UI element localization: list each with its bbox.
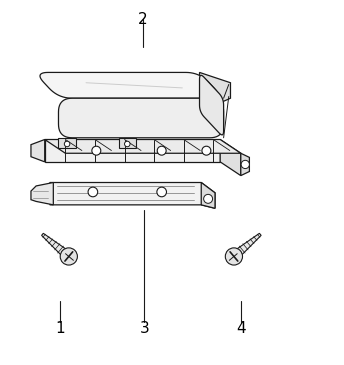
- Text: 4: 4: [236, 321, 246, 336]
- Polygon shape: [119, 138, 136, 148]
- Circle shape: [157, 146, 166, 155]
- Circle shape: [60, 248, 77, 265]
- Circle shape: [125, 141, 130, 147]
- Polygon shape: [42, 233, 72, 260]
- Text: 1: 1: [55, 321, 65, 336]
- Circle shape: [241, 160, 249, 169]
- Circle shape: [157, 187, 166, 197]
- Polygon shape: [201, 182, 215, 208]
- Polygon shape: [31, 182, 53, 205]
- Polygon shape: [241, 153, 249, 176]
- Polygon shape: [58, 98, 224, 138]
- Polygon shape: [200, 75, 224, 135]
- Polygon shape: [231, 233, 261, 260]
- Polygon shape: [40, 72, 218, 98]
- Text: 2: 2: [138, 12, 148, 27]
- Polygon shape: [31, 139, 45, 162]
- Circle shape: [92, 146, 101, 155]
- Circle shape: [88, 187, 98, 197]
- Polygon shape: [50, 182, 215, 208]
- Text: 3: 3: [140, 321, 149, 336]
- Polygon shape: [45, 139, 241, 153]
- Polygon shape: [58, 138, 76, 148]
- Circle shape: [225, 248, 243, 265]
- Circle shape: [202, 146, 211, 155]
- Polygon shape: [200, 72, 230, 112]
- Polygon shape: [220, 139, 241, 176]
- Polygon shape: [45, 139, 220, 162]
- Circle shape: [204, 195, 213, 203]
- Circle shape: [64, 141, 70, 147]
